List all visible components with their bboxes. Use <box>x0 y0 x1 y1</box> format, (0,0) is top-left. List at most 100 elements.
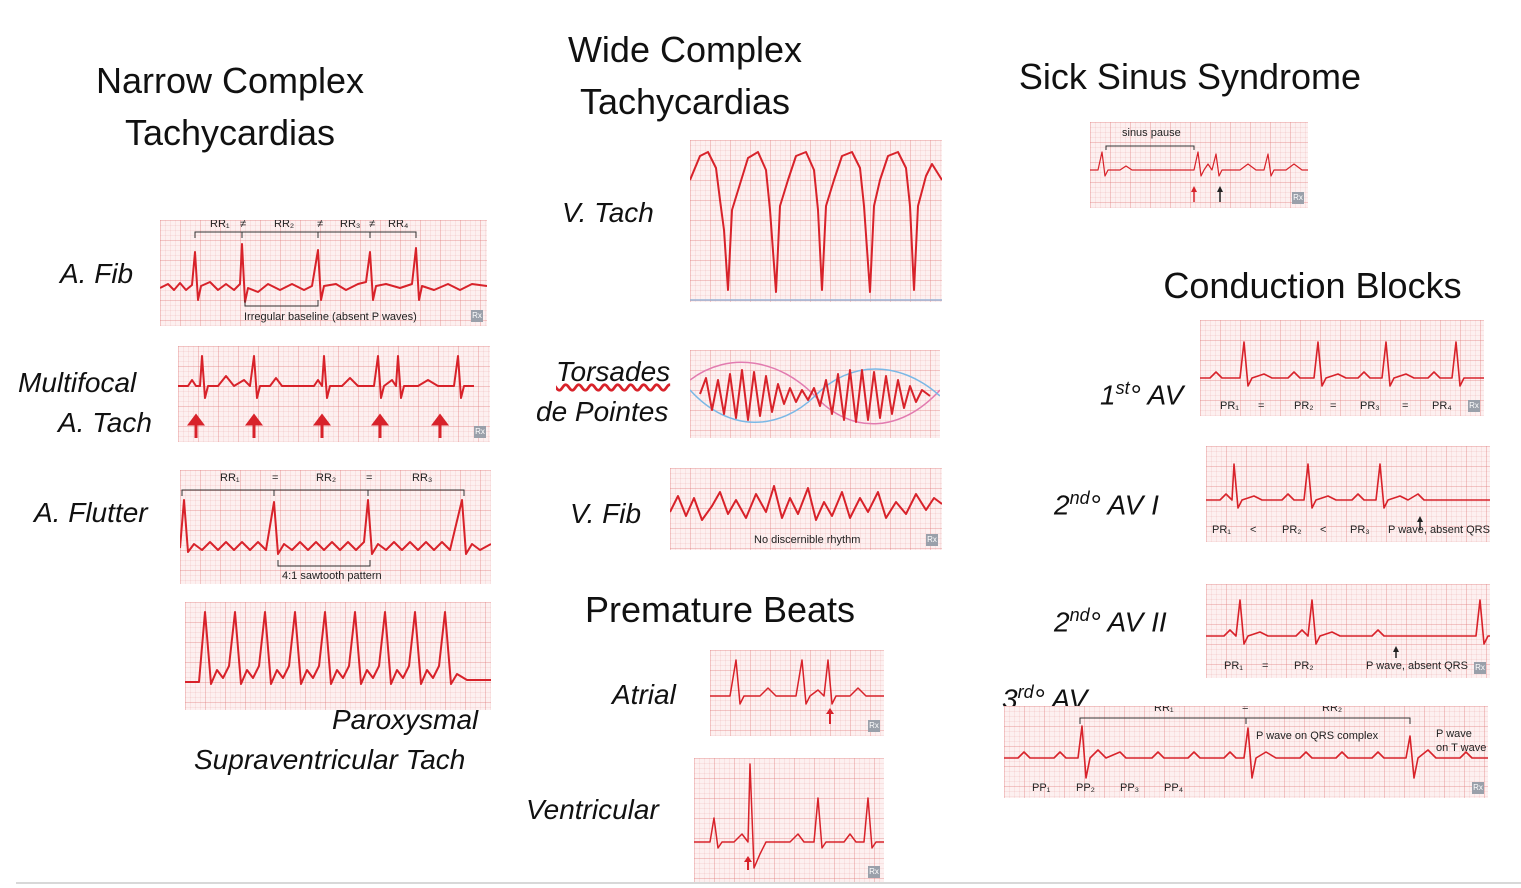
vfib-note: No discernible rhythm <box>754 534 860 546</box>
av2i-lt1: < <box>1250 524 1256 536</box>
aflutter-ecg-strip: RR₁ = RR₂ = RR₃ 4:1 sawtooth pattern <box>180 470 491 584</box>
mat-label-line1: Multifocal <box>18 363 136 403</box>
first-av-label: 1st° AV <box>1100 368 1183 415</box>
av3-note2a: P wave <box>1436 728 1472 740</box>
third-av-rx-icon: Rx <box>1472 782 1484 794</box>
second-av1-label: 2nd° AV I <box>1054 478 1159 525</box>
wide-heading-line2: Tachycardias <box>530 76 840 128</box>
afib-ecg-strip: RR₁ ≠ RR₂ ≠ RR₃ ≠ RR₄ Irregular baseline… <box>160 220 487 326</box>
second-av2-trace <box>1206 600 1490 644</box>
afib-rr1: RR₁ <box>210 220 230 230</box>
afib-trace <box>160 244 487 302</box>
flutter-rr1: RR₁ <box>220 472 240 484</box>
av3-rr1: RR₁ <box>1154 706 1174 714</box>
flutter-note: 4:1 sawtooth pattern <box>282 570 382 582</box>
av1-pr2: PR₂ <box>1294 400 1314 412</box>
aflutter-trace <box>180 500 491 554</box>
av2i-note: P wave, absent QRS <box>1388 524 1490 536</box>
afib-label: A. Fib <box>60 254 133 294</box>
afib-rr4: RR₄ <box>388 220 408 230</box>
torsades-label-line2: de Pointes <box>536 392 668 432</box>
vfib-label: V. Fib <box>570 494 641 534</box>
second-av2-label: 2nd° AV II <box>1054 595 1167 642</box>
av2ii-pr2: PR₂ <box>1294 660 1314 672</box>
premature-beats-heading: Premature Beats <box>560 584 880 636</box>
afib-rr3: RR₃ <box>340 220 360 230</box>
psvt-ecg-strip <box>185 602 491 710</box>
afib-note: Irregular baseline (absent P waves) <box>244 311 417 323</box>
afib-rr2: RR₂ <box>274 220 294 230</box>
wide-complex-heading: Wide Complex Tachycardias <box>530 24 840 128</box>
sick-sinus-trace <box>1090 152 1308 176</box>
atrial-label: Atrial <box>612 675 676 715</box>
av1-pr4: PR₄ <box>1432 400 1452 412</box>
sick-sinus-ecg-strip: sinus pause Rx <box>1090 122 1308 208</box>
first-av-trace <box>1200 342 1484 386</box>
aflutter-label: A. Flutter <box>34 493 148 533</box>
ventricular-label: Ventricular <box>526 790 659 830</box>
ventricular-premature-trace <box>694 764 884 868</box>
av3-pp2: PP₂ <box>1076 782 1095 794</box>
av2i-lt2: < <box>1320 524 1326 536</box>
av2ii-pr1: PR₁ <box>1224 660 1243 672</box>
av3-pp1: PP₁ <box>1032 782 1050 794</box>
atrial-rx-icon: Rx <box>868 720 880 732</box>
second-av2-rx-icon: Rx <box>1474 662 1486 674</box>
av2i-pr3: PR₃ <box>1350 524 1370 536</box>
av1-eq1: = <box>1258 400 1264 412</box>
mat-trace <box>178 356 474 398</box>
atrial-premature-trace <box>710 660 884 704</box>
av1-eq3: = <box>1402 400 1408 412</box>
third-av-trace <box>1004 726 1488 778</box>
av3-pp4: PP₄ <box>1164 782 1183 794</box>
ventricular-premature-ecg-strip: Rx <box>694 758 884 882</box>
flutter-rr2: RR₂ <box>316 472 336 484</box>
second-av2-ecg-strip: PR₁ = PR₂ P wave, absent QRS Rx <box>1206 584 1490 678</box>
second-av1-ecg-strip: PR₁ < PR₂ < PR₃ P wave, absent QRS <box>1206 446 1490 542</box>
narrow-heading-line1: Narrow Complex <box>60 55 400 107</box>
flutter-rr3: RR₃ <box>412 472 432 484</box>
av1-pr3: PR₃ <box>1360 400 1380 412</box>
av3-pp3: PP₃ <box>1120 782 1139 794</box>
av2ii-eq: = <box>1262 660 1268 672</box>
av1-pr1: PR₁ <box>1220 400 1239 412</box>
first-av-ecg-strip: PR₁ = PR₂ = PR₃ = PR₄ Rx <box>1200 320 1484 416</box>
mat-rx-icon: Rx <box>474 426 486 438</box>
first-av-rx-icon: Rx <box>1468 400 1480 412</box>
afib-ne2: ≠ <box>317 220 323 230</box>
mat-label-line2: A. Tach <box>58 403 152 443</box>
sinus-pause-note: sinus pause <box>1122 127 1181 139</box>
narrow-complex-heading: Narrow Complex Tachycardias <box>60 55 400 159</box>
vfib-rx-icon: Rx <box>926 534 938 546</box>
av1-eq2: = <box>1330 400 1336 412</box>
vfib-trace <box>670 486 942 520</box>
av3-rr2: RR₂ <box>1322 706 1342 714</box>
vtach-trace <box>690 152 942 292</box>
sick-sinus-rx-icon: Rx <box>1292 192 1304 204</box>
flutter-eq2: = <box>366 472 372 484</box>
sick-sinus-heading: Sick Sinus Syndrome <box>1000 51 1380 103</box>
afib-ne1: ≠ <box>240 220 246 230</box>
av3-eq: = <box>1242 706 1248 714</box>
afib-ne3: ≠ <box>369 220 375 230</box>
vtach-label: V. Tach <box>562 193 654 233</box>
av3-note2b: on T wave <box>1436 742 1486 754</box>
psvt-trace <box>185 612 491 684</box>
av2i-pr1: PR₁ <box>1212 524 1231 536</box>
afib-rx-icon: Rx <box>471 310 483 322</box>
flutter-eq1: = <box>272 472 278 484</box>
mat-ecg-strip: Rx <box>178 346 490 442</box>
wide-heading-line1: Wide Complex <box>530 24 840 76</box>
ventricular-rx-icon: Rx <box>868 866 880 878</box>
vfib-ecg-strip: No discernible rhythm Rx <box>670 468 942 550</box>
bottom-divider <box>16 882 1521 884</box>
conduction-blocks-heading: Conduction Blocks <box>1140 260 1485 312</box>
psvt-label-line2: Supraventricular Tach <box>194 740 465 780</box>
av2ii-note: P wave, absent QRS <box>1366 660 1468 672</box>
torsades-label-line1: Torsades <box>556 352 670 392</box>
second-av1-trace <box>1206 464 1490 508</box>
vtach-ecg-strip <box>690 140 942 302</box>
av2i-pr2: PR₂ <box>1282 524 1302 536</box>
third-av-ecg-strip: RR₁ = RR₂ P wave on QRS complex P wave o… <box>1004 706 1488 798</box>
atrial-premature-ecg-strip: Rx <box>710 650 884 736</box>
